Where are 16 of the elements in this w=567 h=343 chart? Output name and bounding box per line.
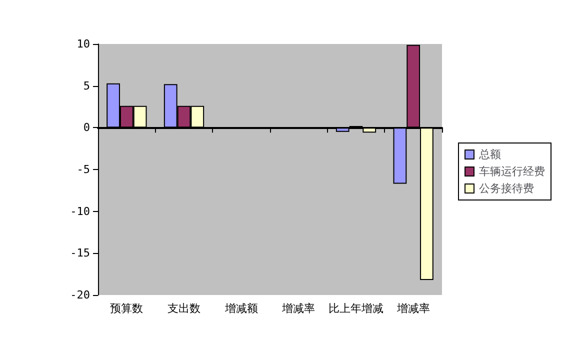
y-tick-label: 10 xyxy=(76,38,90,50)
y-tick-label: 5 xyxy=(83,79,90,92)
legend-label: 公务接待费 xyxy=(479,182,534,195)
legend-label: 车辆运行经费 xyxy=(479,165,545,178)
y-tick-label: -10 xyxy=(70,204,90,218)
y-tick-label: 0 xyxy=(83,121,90,134)
legend-label: 总额 xyxy=(478,148,501,161)
x-tick-label: 增减率 xyxy=(281,302,316,315)
x-tick-label: 比上年增减 xyxy=(328,302,384,315)
x-tick-label: 支出数 xyxy=(168,302,200,315)
x-tick-label: 预算数 xyxy=(110,302,144,315)
y-tick-label: -5 xyxy=(76,163,90,176)
y-tick-label: -15 xyxy=(70,246,90,260)
y-tick-label: -20 xyxy=(70,288,90,302)
x-tick-label: 增减率 xyxy=(396,302,430,315)
x-tick-label: 增减额 xyxy=(224,302,258,315)
